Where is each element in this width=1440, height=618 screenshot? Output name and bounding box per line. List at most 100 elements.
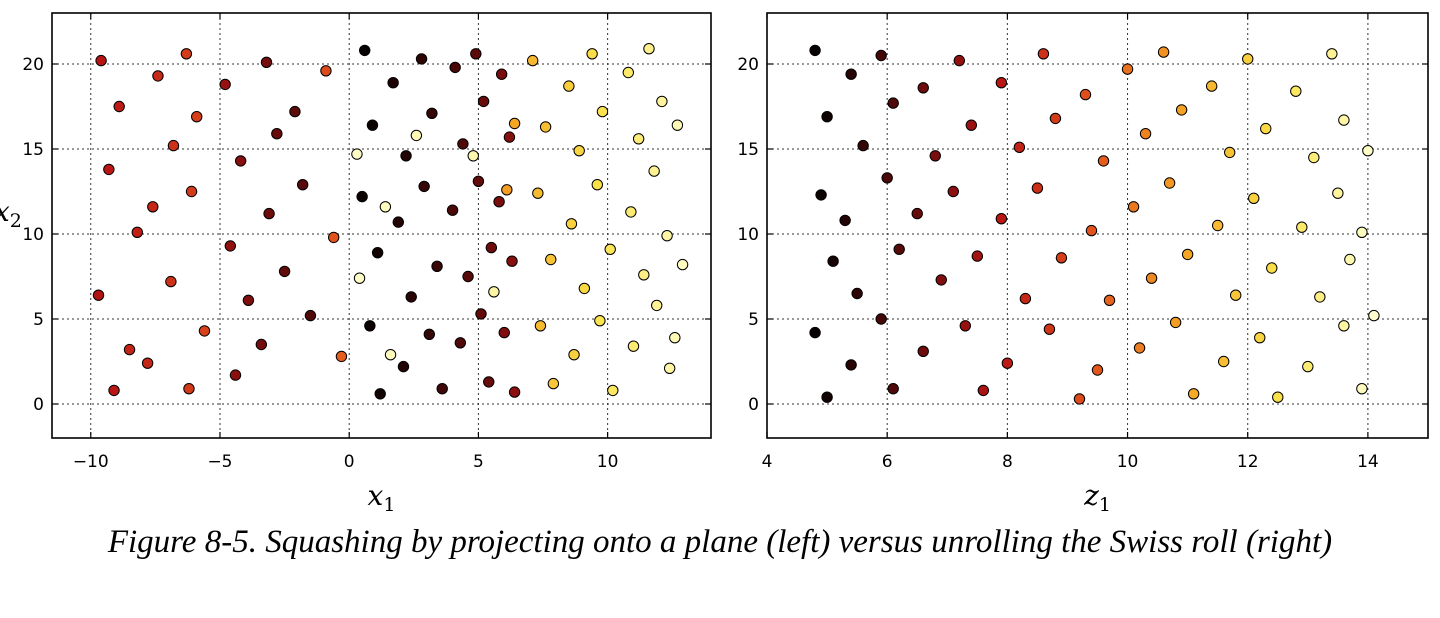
scatter-point — [545, 253, 557, 266]
scatter-point — [1308, 151, 1320, 164]
scatter-point — [1187, 388, 1200, 400]
scatter-point — [1175, 104, 1188, 116]
scatter-point — [573, 145, 585, 157]
scatter-point — [454, 337, 467, 349]
scatter-point — [851, 287, 863, 300]
scatter-point — [887, 97, 899, 109]
y-axis-label: x2 — [0, 195, 22, 232]
scatter-point — [493, 196, 505, 208]
scatter-point — [845, 359, 857, 371]
scatter-point — [539, 121, 552, 133]
scatter-point — [1157, 46, 1170, 58]
scatter-point — [198, 325, 211, 337]
scatter-point — [604, 243, 616, 256]
scatter-point — [809, 44, 821, 57]
scatter-point — [426, 107, 438, 120]
scatter-point — [470, 48, 482, 60]
scatter-point — [1332, 187, 1344, 199]
scatter-point — [591, 179, 603, 191]
scatter-point — [1326, 48, 1338, 60]
scatter-point — [431, 260, 443, 272]
scatter-point — [475, 308, 487, 320]
scatter-point — [351, 148, 363, 160]
scatter-point — [289, 105, 301, 118]
scatter-point — [1097, 155, 1110, 167]
scatter-point — [565, 218, 578, 230]
scatter-point — [457, 138, 469, 150]
scatter-point — [1019, 292, 1032, 305]
scatter-point — [1049, 112, 1062, 125]
scatter-point — [224, 240, 237, 252]
x-tick-label: 6 — [882, 452, 893, 472]
scatter-point — [405, 291, 417, 303]
scatter-point — [568, 349, 580, 361]
scatter-point — [229, 369, 242, 381]
x-tick-label: −5 — [207, 452, 232, 472]
scatter-point — [183, 383, 195, 395]
scatter-point — [485, 241, 498, 254]
y-tick-label: 5 — [33, 310, 44, 330]
scatter-point — [1037, 48, 1050, 60]
scatter-point — [1356, 226, 1368, 239]
scatter-point — [1248, 192, 1260, 205]
scatter-point — [663, 362, 676, 374]
scatter-point — [353, 272, 366, 284]
scatter-point — [488, 286, 500, 298]
scatter-point — [1338, 320, 1350, 332]
scatter-point — [147, 201, 159, 213]
scatter-point — [1079, 88, 1092, 101]
scatter-point — [917, 345, 929, 357]
y-tick-label: 0 — [748, 395, 759, 415]
scatter-point — [131, 226, 143, 239]
left-scatter-panel: −10 −5 0 5 10 0 5 10 15 20 x1 x2 — [0, 12, 712, 516]
scatter-point — [508, 117, 521, 130]
x-tick-label: 10 — [597, 452, 619, 472]
scatter-point — [661, 230, 673, 242]
scatter-point — [108, 384, 120, 397]
y-tick-label: 10 — [737, 225, 759, 245]
scatter-points — [92, 43, 689, 400]
scatter-point — [1356, 383, 1368, 395]
x-tick-label: 0 — [344, 452, 355, 472]
y-tick-label: 20 — [737, 55, 759, 75]
plot-frame — [51, 12, 712, 439]
scatter-point — [1362, 145, 1374, 157]
scatter-point — [917, 82, 929, 94]
scatter-point — [255, 338, 268, 351]
scatter-point — [165, 275, 177, 288]
scatter-point — [1230, 289, 1242, 301]
scatter-point — [483, 376, 495, 388]
scatter-point — [1073, 393, 1086, 405]
scatter-point — [953, 54, 965, 67]
scatter-point — [219, 78, 231, 91]
scatter-point — [103, 163, 115, 176]
scatter-point — [887, 383, 899, 395]
scatter-point — [141, 357, 154, 369]
scatter-point — [1121, 63, 1134, 75]
scatter-point — [586, 48, 598, 60]
scatter-point — [449, 61, 461, 74]
scatter-point — [532, 187, 544, 199]
scatter-point — [971, 250, 984, 262]
scatter-point — [1013, 141, 1026, 154]
scatter-point — [594, 315, 606, 327]
scatter-point — [327, 231, 340, 244]
scatter-point — [477, 95, 490, 108]
scatter-point — [234, 155, 247, 167]
scatter-point — [387, 77, 399, 89]
scatter-point — [242, 294, 255, 306]
scatter-point — [995, 77, 1008, 89]
scatter-point — [526, 54, 539, 67]
x-tick-label: 14 — [1357, 452, 1379, 472]
scatter-point — [1242, 53, 1254, 65]
scatter-point — [506, 255, 518, 267]
scatter-point — [627, 340, 640, 352]
scatter-point — [1217, 355, 1230, 368]
scatter-point — [596, 105, 609, 118]
scatter-point — [423, 328, 436, 340]
scatter-point — [845, 68, 857, 80]
scatter-point — [446, 204, 459, 216]
scatter-point — [839, 214, 851, 227]
scatter-point — [260, 56, 273, 68]
scatter-point — [1055, 252, 1068, 264]
